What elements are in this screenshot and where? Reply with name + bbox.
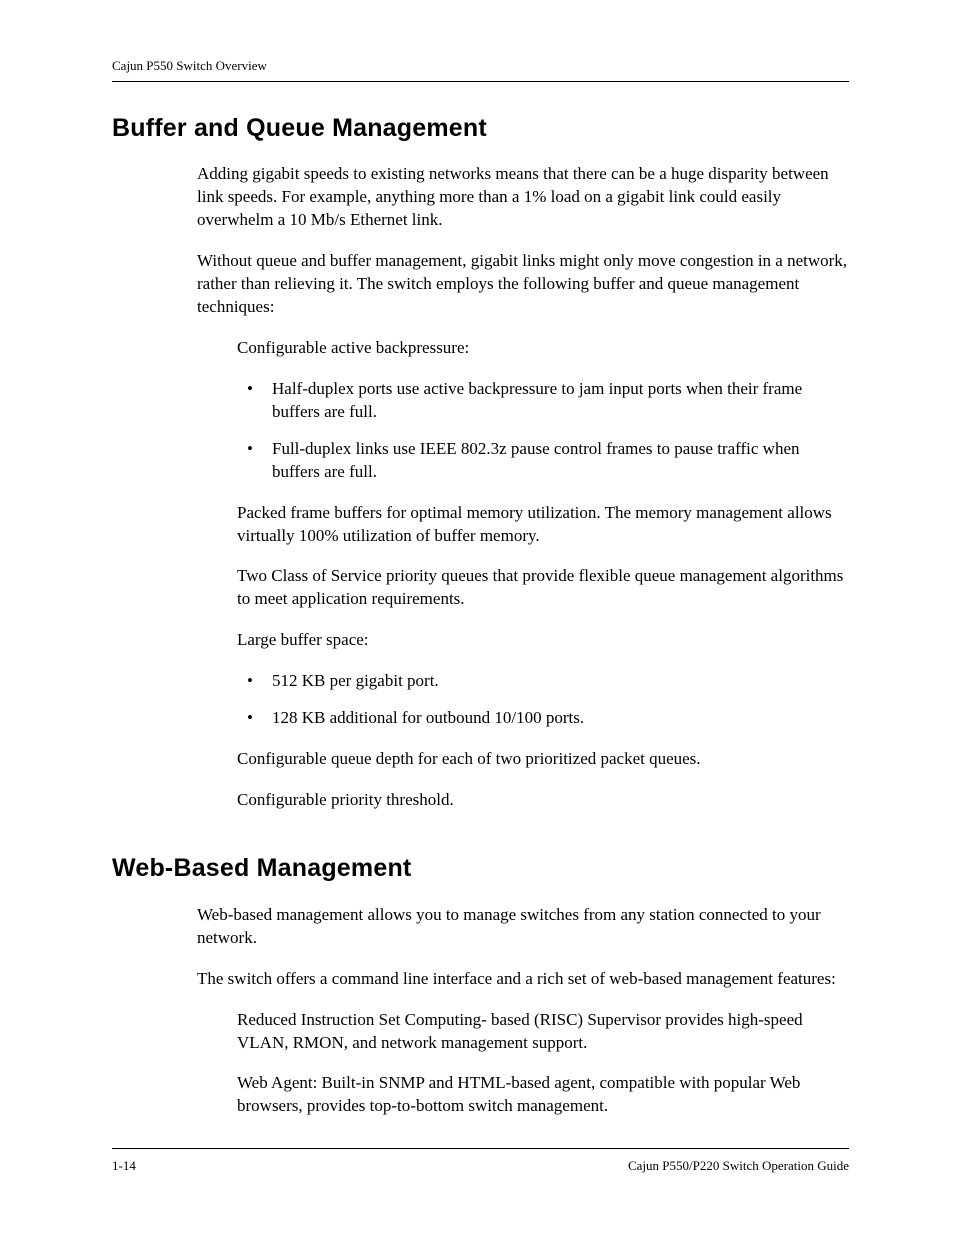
section1-body: Adding gigabit speeds to existing networ… <box>197 163 849 812</box>
paragraph: The switch offers a command line interfa… <box>197 968 849 991</box>
bullet-list: Half-duplex ports use active backpressur… <box>237 378 849 484</box>
indented-block: Configurable active backpressure: Half-d… <box>237 337 849 812</box>
feature-item: Web Agent: Built-in SNMP and HTML-based … <box>237 1072 849 1118</box>
indented-block: Reduced Instruction Set Computing- based… <box>237 1009 849 1119</box>
footer-row: 1-14 Cajun P550/P220 Switch Operation Gu… <box>112 1157 849 1175</box>
section2: Web-Based Management Web-based managemen… <box>112 852 849 1118</box>
paragraph: Adding gigabit speeds to existing networ… <box>197 163 849 232</box>
bullet-list: 512 KB per gigabit port. 128 KB addition… <box>237 670 849 730</box>
bullet-item: Half-duplex ports use active backpressur… <box>237 378 849 424</box>
bullet-item: 512 KB per gigabit port. <box>237 670 849 693</box>
section2-body: Web-based management allows you to manag… <box>197 904 849 1119</box>
guide-title: Cajun P550/P220 Switch Operation Guide <box>628 1157 849 1175</box>
header-rule <box>112 81 849 82</box>
feature-item: Reduced Instruction Set Computing- based… <box>237 1009 849 1055</box>
footer-rule <box>112 1148 849 1149</box>
paragraph: Without queue and buffer management, gig… <box>197 250 849 319</box>
bullet-item: Full-duplex links use IEEE 802.3z pause … <box>237 438 849 484</box>
section-heading-web-based: Web-Based Management <box>112 852 849 886</box>
running-header: Cajun P550 Switch Overview <box>112 57 849 75</box>
sub-paragraph: Configurable priority threshold. <box>237 789 849 812</box>
sub-intro: Large buffer space: <box>237 629 849 652</box>
sub-paragraph: Packed frame buffers for optimal memory … <box>237 502 849 548</box>
page: Cajun P550 Switch Overview Buffer and Qu… <box>0 0 954 1235</box>
section-heading-buffer-queue: Buffer and Queue Management <box>112 112 849 146</box>
page-number: 1-14 <box>112 1157 136 1175</box>
paragraph: Web-based management allows you to manag… <box>197 904 849 950</box>
sub-intro: Configurable active backpressure: <box>237 337 849 360</box>
bullet-item: 128 KB additional for outbound 10/100 po… <box>237 707 849 730</box>
sub-paragraph: Configurable queue depth for each of two… <box>237 748 849 771</box>
sub-paragraph: Two Class of Service priority queues tha… <box>237 565 849 611</box>
page-footer: 1-14 Cajun P550/P220 Switch Operation Gu… <box>112 1148 849 1175</box>
